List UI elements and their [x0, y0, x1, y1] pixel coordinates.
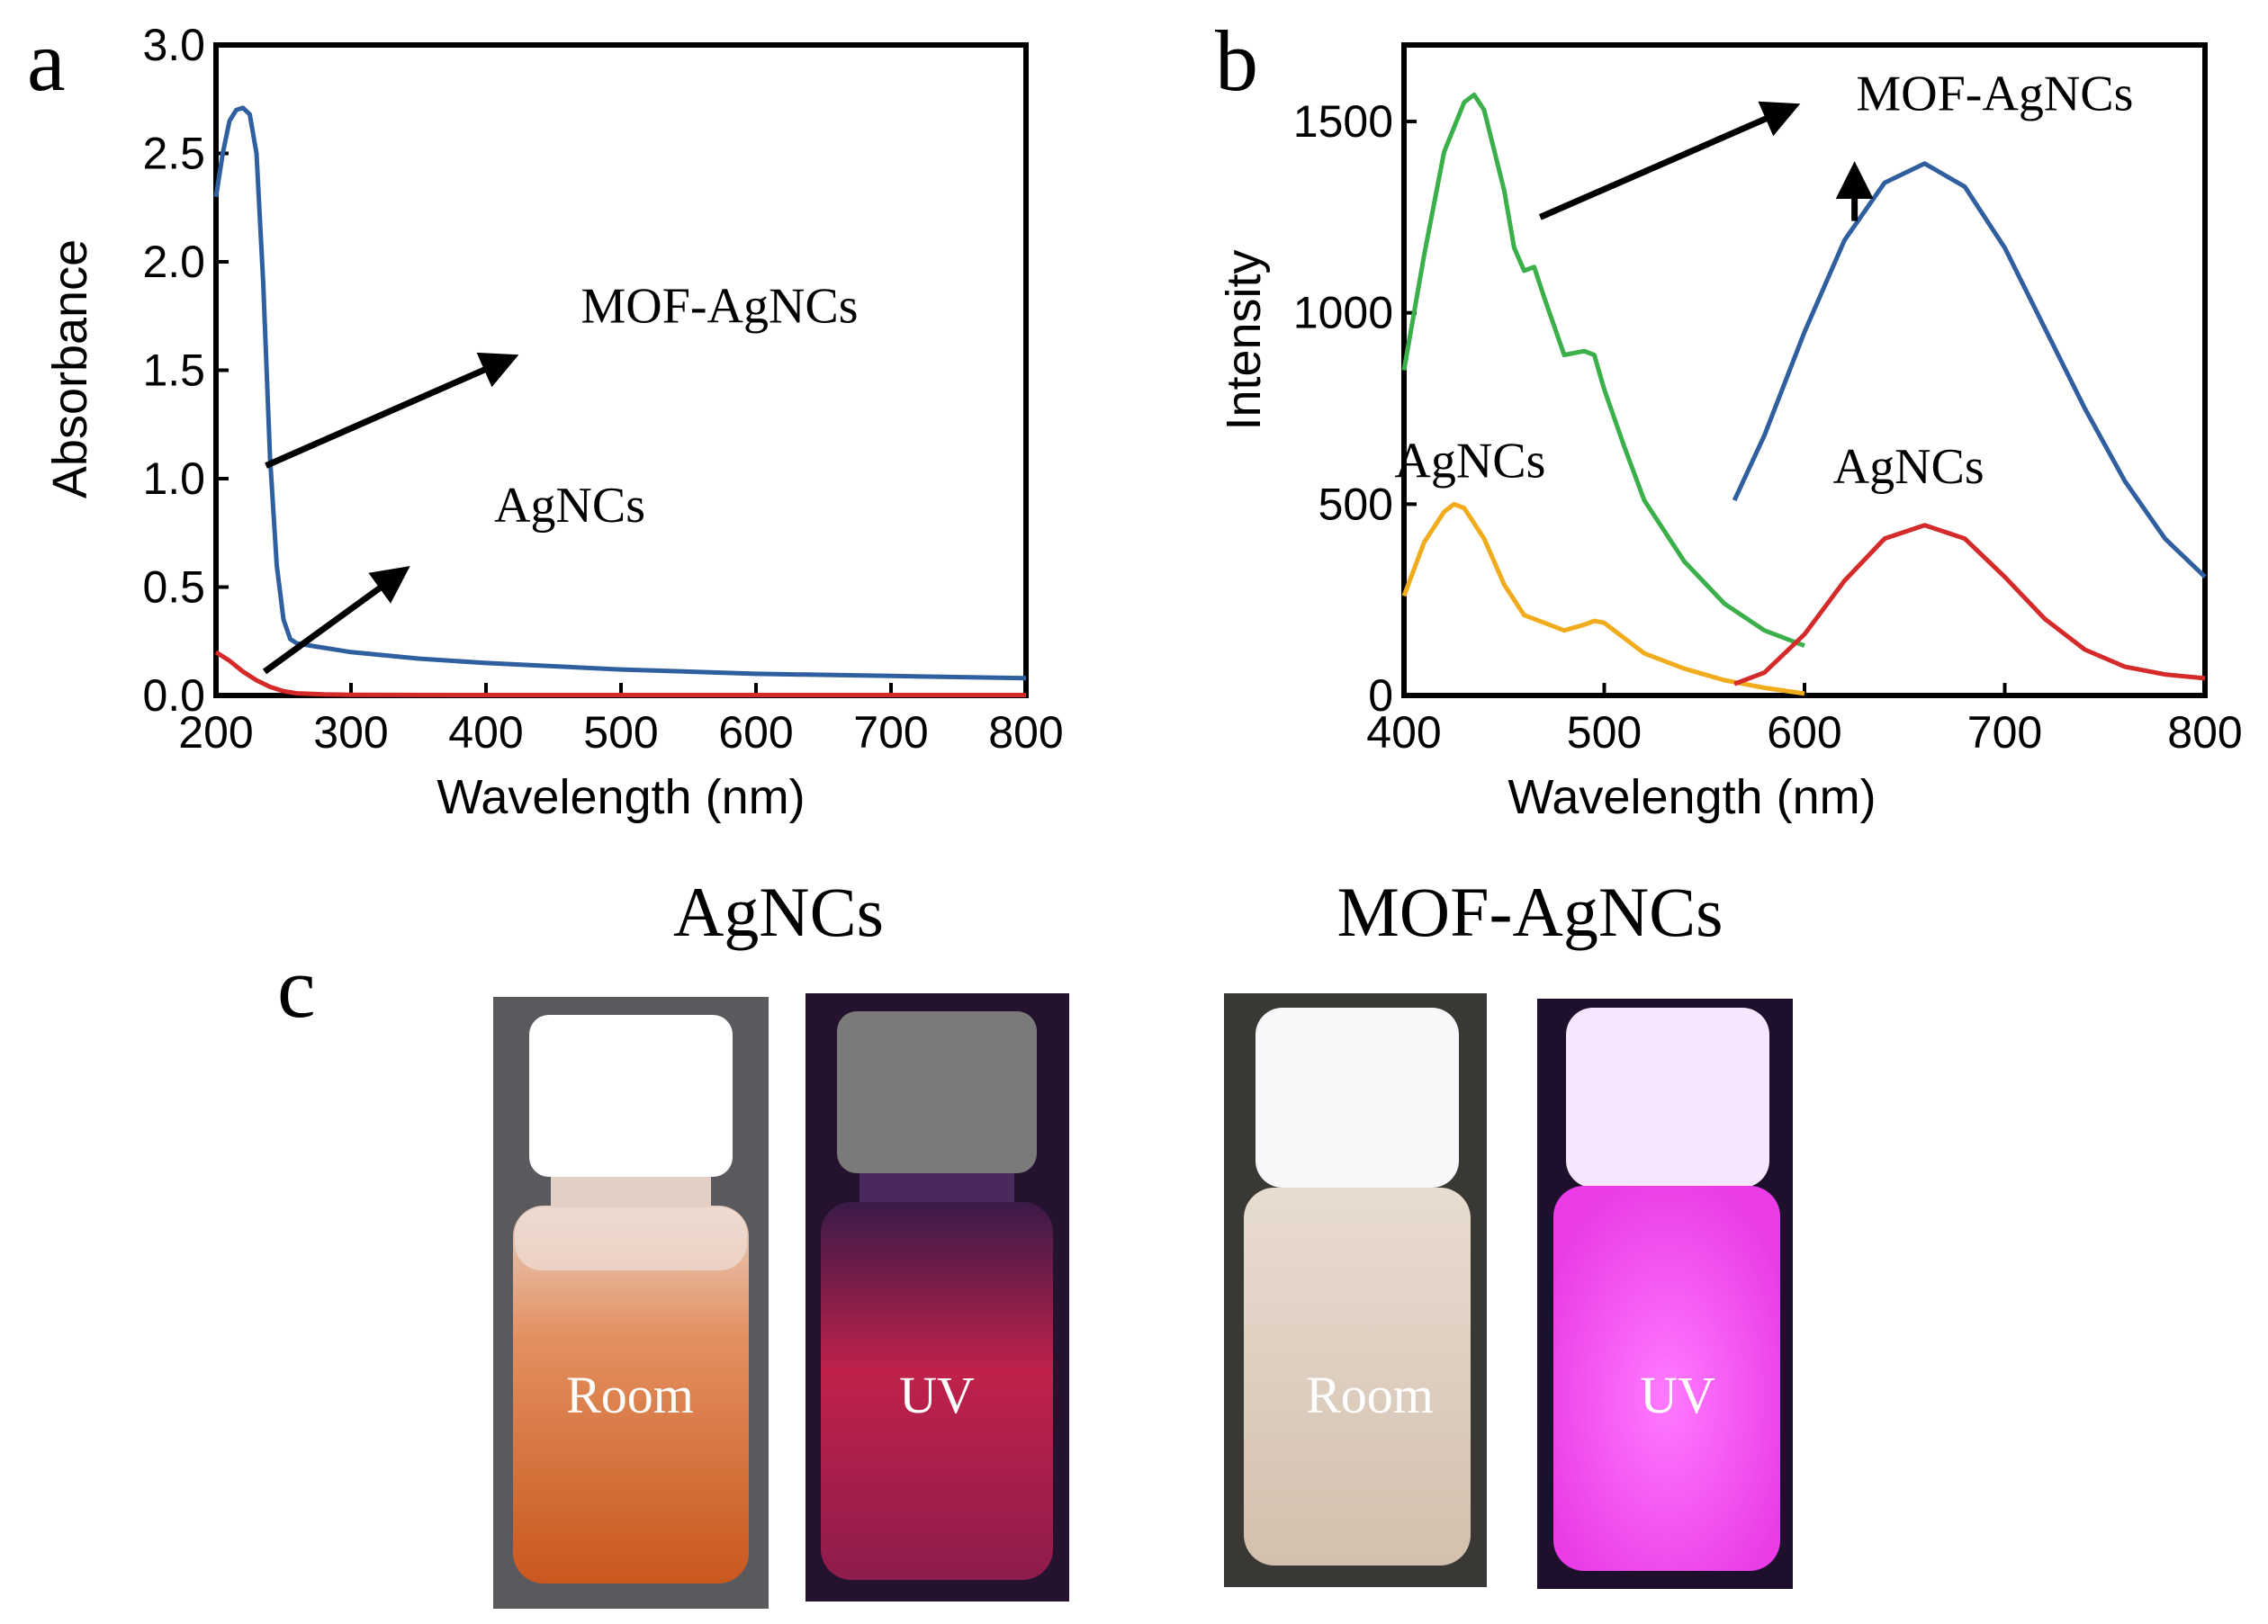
vial-cap — [529, 1015, 733, 1177]
annotation-arrow — [265, 352, 519, 469]
x-tick-label: 500 — [1567, 707, 1642, 758]
vial-label-uv: UV — [899, 1366, 975, 1424]
vial-liquid — [821, 1202, 1053, 1580]
panel-c-letter: c — [277, 939, 316, 1036]
x-tick-label: 600 — [718, 707, 793, 758]
panel-b-plot-frame — [1401, 42, 2208, 698]
annotation-agncs: AgNCs — [1394, 434, 1545, 489]
series-line-agncs-emission — [1733, 523, 2206, 686]
vial-photo-agncs-uv: UV — [806, 993, 1069, 1602]
annotation-mof-agncs: MOF-AgNCs — [580, 278, 858, 334]
y-tick-label: 500 — [1318, 479, 1393, 529]
series-line-agncs-excitation — [1401, 501, 1805, 696]
y-tick-label: 1000 — [1293, 288, 1393, 338]
y-tick-label: 1.0 — [142, 453, 205, 504]
vial-label-uv: UV — [1640, 1366, 1715, 1424]
annotation-arrow — [262, 566, 410, 675]
annotation-mof-agncs: MOF-AgNCs — [1856, 66, 2133, 121]
panel-b-intensity-chart: b 400 500 600 700 800 0 500 1000 1500 Wavelengt… — [1215, 13, 2243, 824]
x-tick-label: 700 — [1967, 707, 2042, 758]
panel-a-annotations: MOF-AgNCs AgNCs — [262, 278, 859, 675]
series-line-mof-agncs-excitation — [1401, 92, 1805, 649]
vial-liquid — [513, 1206, 749, 1584]
panel-b-x-axis-title: Wavelength (nm) — [1508, 770, 1876, 824]
panel-a-absorbance-chart: a 200 300 400 500 600 700 800 0.0 0.5 1.0 1.5 2.0 2… — [27, 13, 1064, 824]
vial-photo-mof-agncs-room: Room — [1224, 993, 1487, 1587]
annotation-arrow — [1538, 101, 1801, 220]
panel-b-y-axis-title: Intensity — [1217, 249, 1271, 430]
x-tick-label: 700 — [853, 707, 928, 758]
panel-a-ticks — [214, 43, 1028, 697]
series-line-agncs — [214, 650, 1026, 697]
y-tick-label: 0.0 — [142, 670, 205, 721]
y-tick-label: 1.5 — [142, 345, 205, 396]
vial-label-room: Room — [1306, 1366, 1434, 1424]
annotation-agncs: AgNCs — [494, 478, 645, 534]
vial-photo-mof-agncs-uv: UV — [1537, 999, 1793, 1589]
panel-b-x-tick-labels: 400 500 600 700 800 — [1366, 707, 2242, 758]
x-tick-label: 400 — [1366, 707, 1441, 758]
series-line-mof-agncs — [213, 105, 1027, 681]
panel-b-annotations: MOF-AgNCs AgNCs AgNCs — [1394, 66, 2133, 495]
series-line-mof-agncs-emission — [1732, 161, 2207, 579]
panel-a-x-axis-title: Wavelength (nm) — [436, 770, 805, 824]
panel-c-vial-photos: c AgNCs MOF-AgNCs Room UV Room — [277, 873, 1793, 1609]
panel-b-ticks — [1402, 120, 2207, 697]
vial-photo-agncs-room: Room — [493, 997, 769, 1609]
panel-a-y-axis-title: Absorbance — [43, 239, 97, 498]
x-tick-label: 800 — [2167, 707, 2242, 758]
annotation-agncs: AgNCs — [1833, 439, 1984, 495]
vial-cap — [837, 1011, 1037, 1173]
panel-a-x-tick-labels: 200 300 400 500 600 700 800 — [178, 707, 1063, 758]
vial-liquid — [1244, 1188, 1471, 1566]
sample-title-agncs: AgNCs — [673, 873, 884, 951]
vial-cap — [1566, 1008, 1769, 1188]
panel-a-series — [213, 105, 1027, 697]
vial-label-room: Room — [566, 1366, 694, 1424]
y-tick-label: 2.0 — [142, 237, 205, 287]
y-tick-label: 0 — [1368, 670, 1393, 721]
panel-a-plot-frame — [213, 42, 1029, 698]
y-tick-label: 0.5 — [142, 562, 205, 613]
vial-cap — [1256, 1008, 1459, 1188]
x-tick-label: 400 — [448, 707, 523, 758]
x-tick-label: 200 — [178, 707, 253, 758]
panel-a-y-tick-labels: 0.0 0.5 1.0 1.5 2.0 2.5 3.0 — [142, 20, 205, 721]
x-tick-label: 800 — [988, 707, 1063, 758]
x-tick-label: 500 — [583, 707, 658, 758]
panel-b-series — [1401, 92, 2207, 696]
x-tick-label: 300 — [313, 707, 388, 758]
panel-b-y-tick-labels: 0 500 1000 1500 — [1293, 96, 1393, 721]
x-tick-label: 600 — [1767, 707, 1841, 758]
panel-a-letter: a — [27, 13, 66, 109]
panel-b-letter: b — [1215, 13, 1258, 109]
y-tick-label: 2.5 — [142, 129, 205, 179]
y-tick-label: 3.0 — [142, 20, 205, 70]
vial-liquid — [1553, 1186, 1780, 1571]
y-tick-label: 1500 — [1293, 96, 1393, 147]
sample-title-mof-agncs: MOF-AgNCs — [1336, 873, 1723, 951]
